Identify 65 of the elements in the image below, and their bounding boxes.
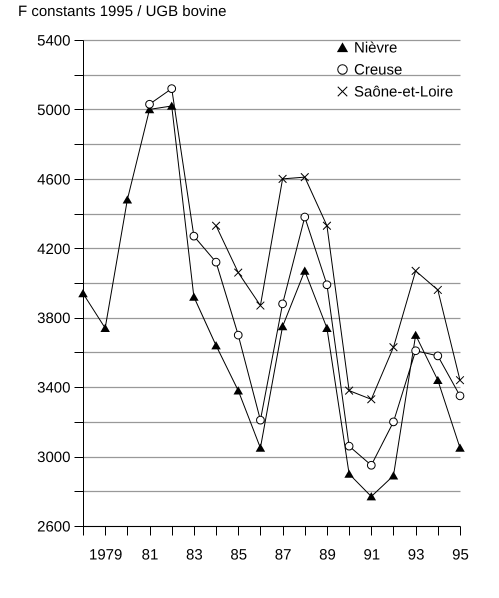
y-tick-label: 5400 (37, 32, 70, 50)
x-tick-label: 81 (142, 546, 158, 564)
point (411, 331, 420, 339)
y-tick-label: 3400 (37, 380, 70, 397)
y-tick-label: 2600 (37, 518, 70, 536)
point (322, 221, 332, 230)
point (100, 324, 110, 332)
point (122, 196, 132, 204)
point (278, 299, 287, 308)
y-tick-label: 3000 (37, 449, 70, 466)
point (190, 293, 198, 301)
point (433, 376, 442, 384)
point (389, 342, 398, 352)
point (322, 324, 332, 332)
legend-label: Saône-et-Loire (354, 84, 454, 100)
x-tick-label: 89 (319, 546, 336, 564)
point (411, 346, 420, 356)
point (212, 342, 220, 350)
point (344, 386, 354, 395)
x-tick-label: 87 (274, 546, 292, 564)
x-tick-label: 95 (452, 546, 469, 564)
point (256, 444, 265, 452)
point (411, 266, 420, 276)
point (300, 172, 310, 182)
point (167, 102, 176, 110)
legend-label: Nièvre (354, 40, 398, 56)
point (344, 442, 354, 451)
point (322, 280, 332, 290)
point (456, 444, 464, 452)
point (167, 84, 176, 93)
x-tick-label: 85 (230, 546, 248, 564)
point (389, 417, 398, 426)
point (389, 472, 398, 480)
point (366, 460, 376, 470)
point (256, 416, 265, 424)
chart-title: F constants 1995 / UGB bovine (18, 3, 226, 20)
point (234, 386, 243, 394)
x-tick-label: 83 (186, 546, 203, 564)
y-tick-label: 3800 (37, 310, 70, 328)
point (433, 286, 442, 294)
point (234, 330, 243, 340)
point (234, 268, 243, 277)
point (456, 391, 464, 400)
point (433, 352, 442, 360)
point (366, 492, 376, 500)
y-tick-label: 5000 (37, 102, 70, 119)
point (456, 376, 464, 385)
point (145, 100, 154, 109)
legend-label: Creuse (354, 62, 402, 78)
point (278, 322, 287, 330)
point (212, 221, 220, 230)
point (344, 470, 354, 478)
point (212, 258, 220, 267)
point (300, 212, 310, 222)
point (366, 394, 376, 404)
point (78, 290, 88, 298)
point (278, 174, 287, 184)
x-tick-label: 93 (408, 546, 424, 564)
x-tick-label: 91 (363, 546, 380, 564)
point (190, 232, 198, 240)
y-tick-label: 4200 (37, 240, 70, 258)
x-tick-label: 1979 (88, 546, 122, 564)
point (300, 266, 310, 275)
y-tick-label: 4600 (37, 171, 70, 188)
point (256, 301, 265, 310)
